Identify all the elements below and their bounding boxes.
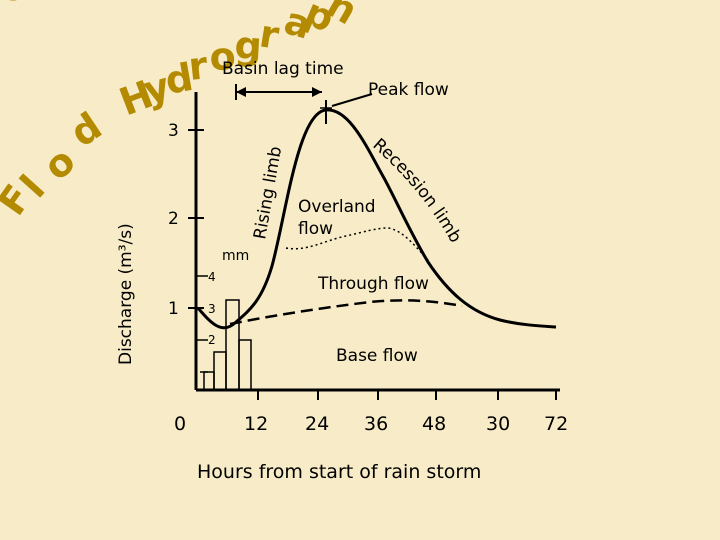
basin-lag-arrowhead-left xyxy=(236,87,246,97)
title-letter: o xyxy=(35,138,84,188)
rainfall-bar xyxy=(225,299,240,391)
y-tick-label: 2 xyxy=(168,209,179,229)
title-letter: r xyxy=(257,11,283,57)
recession-limb-label: Recession limb xyxy=(369,135,466,247)
rainfall-bar xyxy=(238,339,252,391)
x-tick-label: 48 xyxy=(422,413,446,435)
title-letter: g xyxy=(234,23,263,68)
base-flow-label: Base flow xyxy=(336,346,418,366)
recession-limb-text: Recession limb xyxy=(369,135,466,247)
overland-flow-line-1: Overland xyxy=(298,197,376,217)
basin-lag-label: Basin lag time xyxy=(222,59,344,79)
base-flow-curve xyxy=(229,299,463,326)
hydrograph-curve xyxy=(196,108,557,330)
y-tick-label: 3 xyxy=(168,121,179,141)
x-tick-label: 24 xyxy=(305,413,329,435)
title: FloodHydrograph xyxy=(0,0,365,223)
y-tick-label: 1 xyxy=(168,299,179,319)
overland-flow-label: Overland flow xyxy=(298,197,381,239)
title-letter: o xyxy=(209,34,237,79)
through-flow-label: Through flow xyxy=(317,274,429,294)
x-tick-label: 12 xyxy=(244,413,268,435)
x-tick-label: 30 xyxy=(486,413,510,435)
title-letter: o xyxy=(0,0,26,9)
basin-lag-arrowhead-right xyxy=(312,87,322,97)
rain-tick-label: 3 xyxy=(208,302,216,316)
rain-tick-label: 2 xyxy=(208,333,216,347)
y-axis-label: Discharge (m³/s) xyxy=(116,223,136,365)
title-letter: d xyxy=(62,104,109,156)
x-tick-label: 72 xyxy=(544,413,568,435)
x-tick-label: 36 xyxy=(364,413,388,435)
overland-flow-line-2: flow xyxy=(298,219,333,239)
peak-flow-label: Peak flow xyxy=(368,80,449,100)
rainfall-bar xyxy=(213,351,227,391)
x-tick-label: 0 xyxy=(174,413,186,435)
title-letter: r xyxy=(186,43,209,89)
rainfall-bar xyxy=(203,371,215,391)
peak-flow-pointer xyxy=(331,93,373,107)
x-axis-label: Hours from start of rain storm xyxy=(197,461,481,483)
rain-unit-label: mm xyxy=(222,248,249,264)
rain-tick-label: 4 xyxy=(208,270,216,284)
